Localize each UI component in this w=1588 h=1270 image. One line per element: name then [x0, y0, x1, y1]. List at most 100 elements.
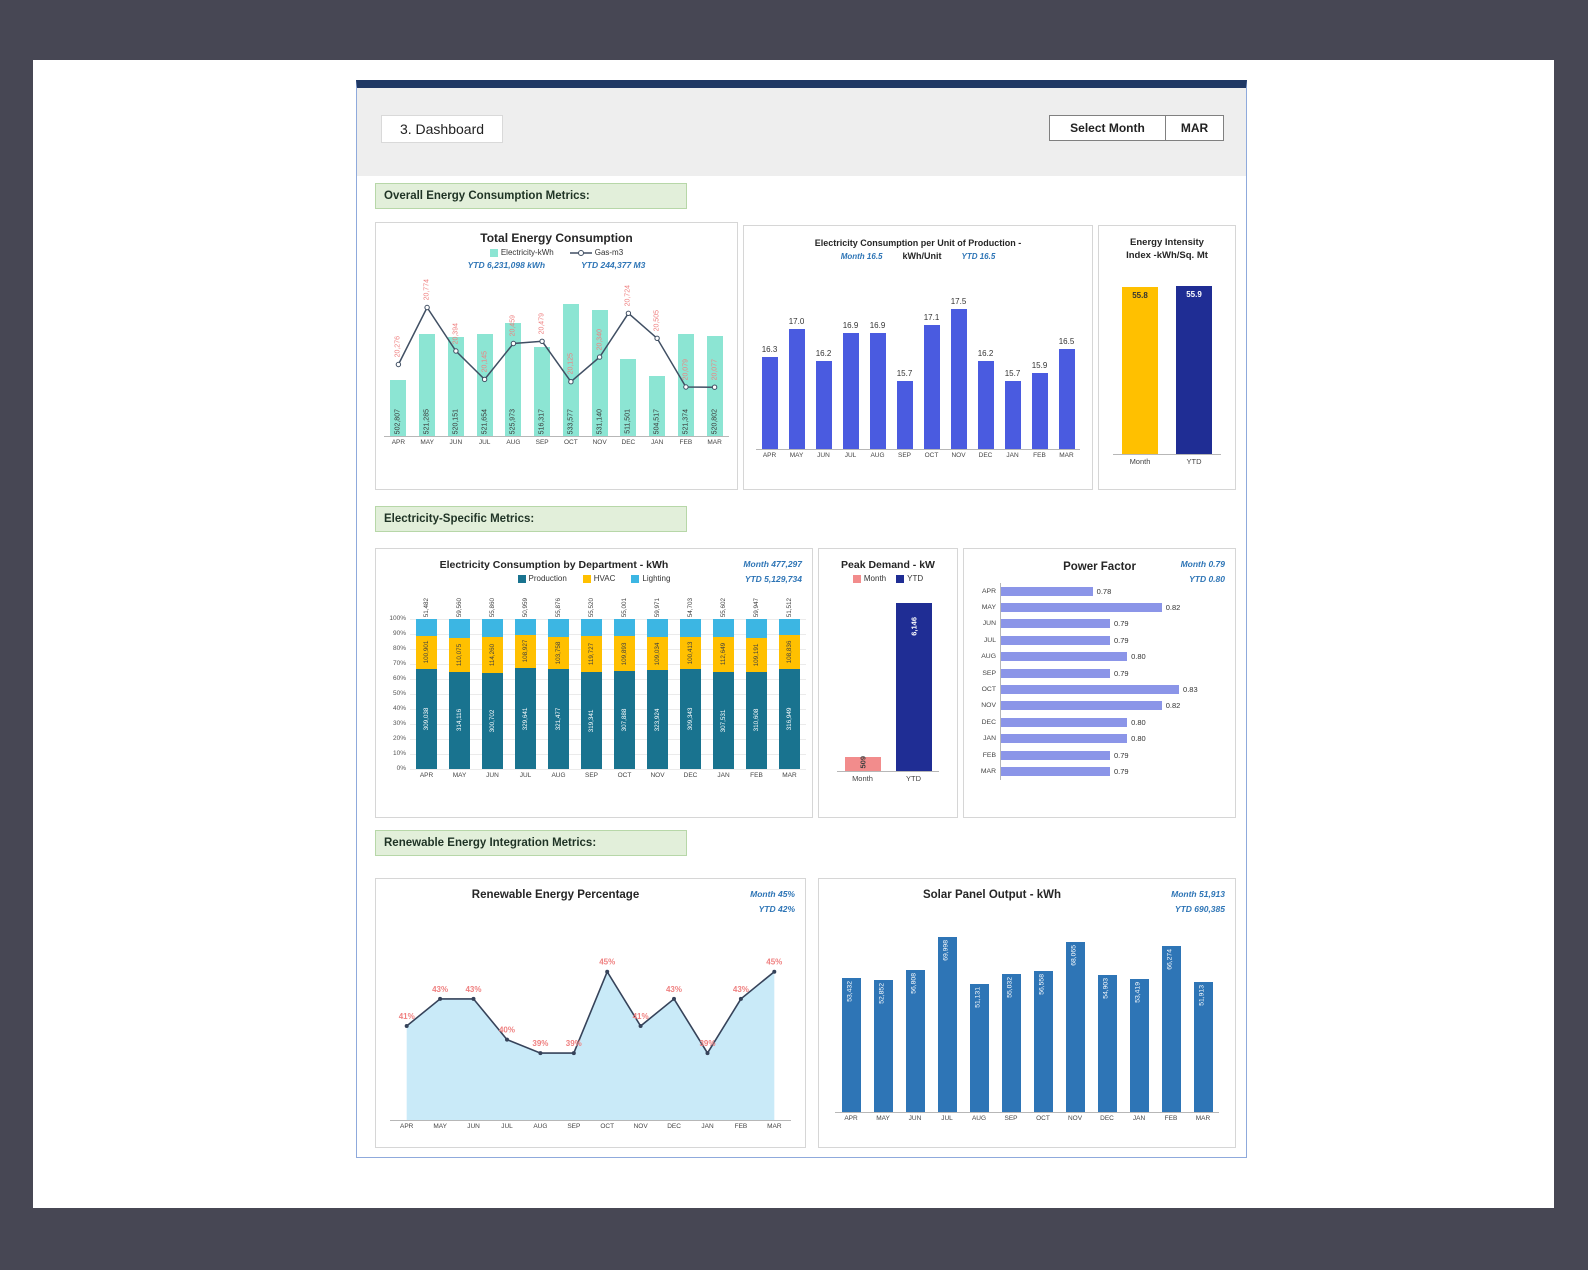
month-metric: Month 45% [750, 889, 795, 899]
gridline [410, 664, 806, 665]
bar-value-label: 533,577 [567, 408, 575, 434]
gridline [410, 709, 806, 710]
line-value-label: 20,276 [394, 336, 402, 358]
lighting-segment [779, 619, 800, 636]
power-factor-plot: APR 0.78 MAY 0.82 JUN 0.79 JUL 0.79 AUG 0.80 SEP 0.… [970, 583, 1223, 780]
bar-value-label: 16.9 [842, 321, 859, 330]
power-factor-panel: Month 0.79 YTD 0.80 Power Factor APR 0.78… [963, 548, 1236, 818]
hvac-segment: 100,413 [680, 636, 701, 670]
production-value-label: 300,702 [488, 709, 496, 733]
svg-text:41%: 41% [399, 1012, 415, 1021]
by-department-plot: 100% 90% 80% 70% 60% 50% 40% 30% 20% 10% 0% 51,482 1… [376, 598, 812, 779]
per-unit-plot: 16.3 17.0 16.2 16.9 16.9 15.7 17.1 17.5 16.2 15.7… [756, 289, 1080, 459]
lighting-value-label: 50,959 [521, 597, 529, 617]
hvac-segment: 110,075 [449, 637, 470, 672]
x-axis-label: DEC [978, 452, 993, 459]
value-bar [1001, 586, 1093, 596]
slot: 51,131 [963, 927, 995, 1112]
plot-area: 100% 90% 80% 70% 60% 50% 40% 30% 20% 10% 0% 51,482 1… [389, 598, 806, 772]
slot: 52,852 [867, 927, 899, 1112]
bar-value-label: 504,517 [653, 408, 661, 434]
x-axis-label: OCT [564, 439, 578, 446]
lighting-value-label: 51,482 [422, 597, 430, 617]
hvac-value-label: 109,893 [620, 642, 628, 666]
production-segment: 309,038 [416, 668, 437, 769]
x-axis-label: JAN [1132, 1115, 1146, 1122]
category-label: JUL [983, 636, 996, 644]
slot: 55.8 [1113, 274, 1167, 454]
slot: 520,802 [700, 276, 729, 436]
value-bar: 68,065 [1065, 941, 1085, 1112]
legend-item-gas: Gas-m3 [569, 248, 623, 257]
x-axis-label: MAR [782, 772, 797, 779]
production-value-label: 307,531 [719, 709, 727, 732]
slot: 53,432 [835, 927, 867, 1112]
bar-track: 0.78 [1000, 583, 1223, 600]
x-axis-labels: Month YTD [837, 774, 939, 783]
slot: 55,032 [995, 927, 1027, 1112]
total-energy-plot: 502,807 521,285 520,151 521,654 525,973 516,3… [384, 276, 729, 446]
x-axis-label: NOV [633, 1123, 648, 1130]
selected-month-value[interactable]: MAR [1166, 115, 1224, 141]
gridline [410, 634, 806, 635]
y-axis-tick: 0% [396, 765, 406, 772]
x-axis-label: MAY [452, 772, 467, 779]
legend: Production HVAC Lighting [376, 574, 812, 583]
svg-text:40%: 40% [499, 1026, 515, 1035]
gridline [410, 619, 806, 620]
y-axis-tick: 100% [389, 615, 406, 622]
bar-track: 0.79 [1000, 664, 1223, 682]
slot: 16.5 [1053, 289, 1080, 449]
bar-value-label: 521,374 [682, 408, 690, 434]
x-axis-label: MAY [420, 439, 434, 446]
x-axis-label: JUN [486, 772, 499, 779]
value-label: 0.78 [1096, 586, 1112, 596]
x-axis-label: SEP [1004, 1115, 1018, 1122]
bar-value-label: 511,501 [624, 409, 632, 434]
bar-track: 0.79 [1000, 746, 1223, 764]
value-bar [896, 381, 913, 449]
bar-value-label: 17.0 [788, 317, 805, 326]
ytd-bar [1176, 286, 1212, 454]
slot: 56,808 [899, 927, 931, 1112]
production-value-label: 314,116 [455, 709, 463, 732]
y-axis-tick: 80% [392, 645, 406, 652]
gridline [410, 724, 806, 725]
bar-value-label: 54,903 [1102, 977, 1110, 999]
lighting-value-label: 59,947 [752, 597, 760, 617]
energy-intensity-plot: 55.8 55.9 Month YTD [1113, 274, 1221, 466]
line-value-label: 20,079 [682, 358, 690, 380]
x-axis-label: AUG [533, 1123, 548, 1130]
production-segment: 307,888 [614, 671, 635, 769]
bar-value-label: 525,973 [509, 408, 517, 434]
hbar-row: JUN 0.79 [970, 615, 1223, 633]
hvac-value-label: 108,927 [521, 639, 529, 663]
x-axis-label: OCT [1036, 1115, 1050, 1122]
x-axis-label: FEB [750, 772, 763, 779]
category-label: AUG [981, 653, 996, 661]
bar-value-label: 16.9 [869, 321, 886, 330]
lighting-value-label: 59,560 [455, 597, 463, 617]
production-segment: 314,116 [449, 671, 470, 769]
month-selector: Select Month MAR [1049, 115, 1224, 141]
chart-title: Peak Demand - kW [841, 559, 935, 571]
line-value-label: 20,394 [452, 322, 460, 344]
legend-item-production: Production [517, 574, 567, 583]
bar-track: 0.80 [1000, 648, 1223, 665]
value-bar: 52,852 [873, 979, 893, 1112]
x-axis-label: JAN [717, 772, 730, 779]
by-department-panel: Month 477,297 YTD 5,129,734 Electricity … [375, 548, 813, 818]
lighting-segment [581, 619, 602, 636]
hvac-value-label: 114,260 [488, 643, 496, 667]
select-month-button[interactable]: Select Month [1049, 115, 1166, 141]
legend: Electricity-kWh Gas-m3 [376, 248, 737, 257]
hvac-segment: 114,260 [482, 636, 503, 674]
x-axis-label: OCT [924, 452, 939, 459]
category-label: JUN [982, 620, 996, 628]
x-axis-label: DEC [683, 772, 698, 779]
ytd-metric: YTD 0.80 [1189, 574, 1225, 584]
hvac-segment: 100,901 [416, 635, 437, 669]
production-value-label: 321,477 [554, 707, 562, 731]
month-metric: Month 16.5 [840, 252, 883, 261]
gridline [410, 649, 806, 650]
